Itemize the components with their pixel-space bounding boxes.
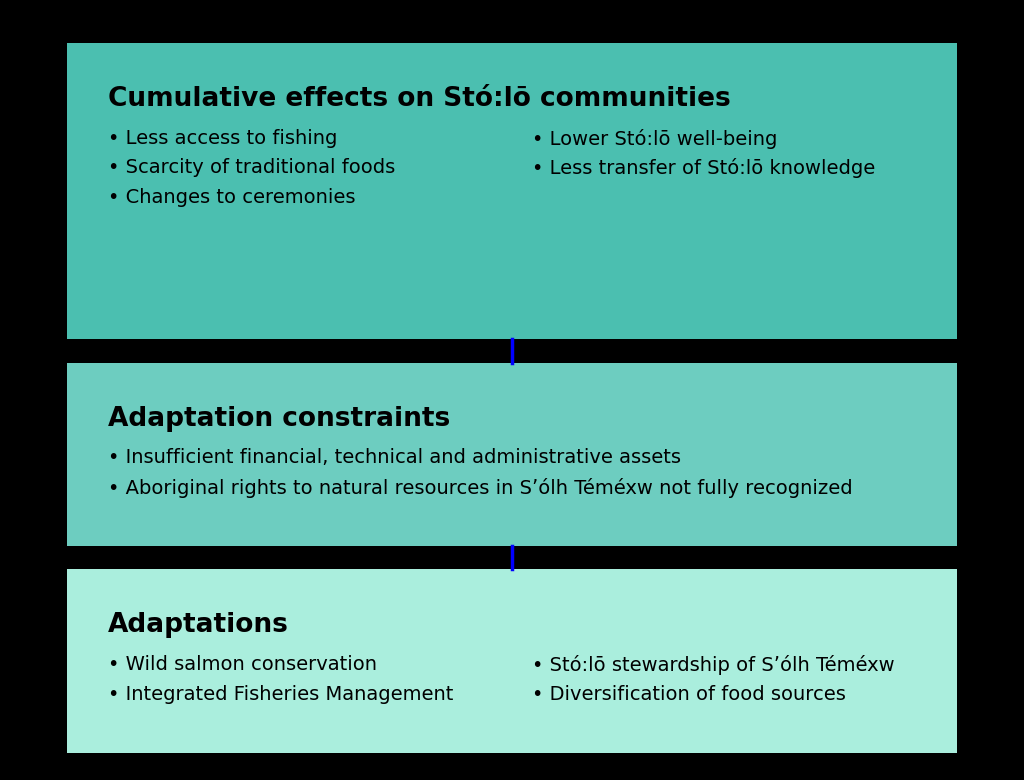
Text: Adaptation constraints: Adaptation constraints xyxy=(108,406,450,431)
Text: Cumulative effects on Stó:lō communities: Cumulative effects on Stó:lō communities xyxy=(108,86,730,112)
Text: • Diversification of food sources: • Diversification of food sources xyxy=(532,685,847,704)
FancyBboxPatch shape xyxy=(67,569,957,753)
FancyBboxPatch shape xyxy=(67,43,957,339)
Text: • Changes to ceremonies: • Changes to ceremonies xyxy=(108,188,355,207)
Text: • Lower Stó:lō well-being: • Lower Stó:lō well-being xyxy=(532,129,778,149)
Text: • Wild salmon conservation: • Wild salmon conservation xyxy=(108,655,377,674)
Text: • Scarcity of traditional foods: • Scarcity of traditional foods xyxy=(108,158,395,177)
FancyBboxPatch shape xyxy=(67,363,957,546)
Text: • Less transfer of Stó:lō knowledge: • Less transfer of Stó:lō knowledge xyxy=(532,158,876,179)
Text: • Integrated Fisheries Management: • Integrated Fisheries Management xyxy=(108,685,453,704)
Text: • Insufficient financial, technical and administrative assets: • Insufficient financial, technical and … xyxy=(108,448,681,467)
Text: • Aboriginal rights to natural resources in Sʼólh Téméxw not fully recognized: • Aboriginal rights to natural resources… xyxy=(108,478,852,498)
Text: • Less access to fishing: • Less access to fishing xyxy=(108,129,337,147)
Text: • Stó:lō stewardship of Sʼólh Téméxw: • Stó:lō stewardship of Sʼólh Téméxw xyxy=(532,655,895,675)
Text: Adaptations: Adaptations xyxy=(108,612,289,638)
